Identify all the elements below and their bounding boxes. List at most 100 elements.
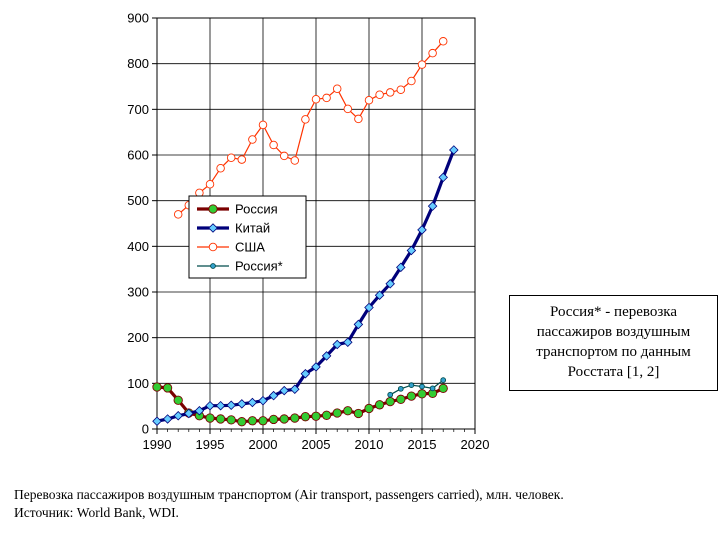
note-line: Росстата [1, 2] bbox=[567, 364, 660, 380]
data-point bbox=[269, 140, 278, 150]
x-tick-label: 2020 bbox=[461, 437, 490, 452]
data-point bbox=[205, 413, 215, 423]
data-point bbox=[322, 93, 331, 103]
x-tick-label: 2015 bbox=[408, 437, 437, 452]
series-line bbox=[156, 385, 444, 424]
data-point bbox=[152, 416, 162, 427]
data-point bbox=[417, 389, 427, 399]
legend-item: Россия bbox=[197, 202, 278, 217]
data-point bbox=[279, 385, 289, 396]
data-point bbox=[427, 201, 438, 211]
y-tick-label: 600 bbox=[127, 148, 149, 163]
data-point bbox=[279, 151, 289, 161]
data-point bbox=[343, 337, 353, 347]
legend-label: Россия bbox=[235, 202, 278, 217]
data-point bbox=[332, 408, 342, 418]
data-point bbox=[226, 153, 236, 162]
data-point bbox=[385, 279, 395, 289]
y-tick-label: 0 bbox=[142, 422, 149, 437]
data-point bbox=[364, 403, 374, 414]
data-point bbox=[258, 416, 268, 426]
chart: 0 100 200 300 400 500 600 700 800 900 1990 1995 2000… bbox=[127, 11, 489, 453]
data-point bbox=[216, 163, 225, 173]
data-point bbox=[300, 368, 311, 379]
data-point bbox=[374, 400, 385, 410]
data-point bbox=[374, 290, 385, 300]
data-point bbox=[343, 104, 353, 114]
data-point bbox=[428, 48, 437, 58]
y-tick-label: 500 bbox=[127, 193, 149, 208]
data-point bbox=[364, 302, 374, 313]
data-point bbox=[215, 414, 226, 424]
data-point bbox=[375, 90, 384, 99]
source-line: Источник: World Bank, WDI. bbox=[14, 505, 179, 520]
data-point bbox=[290, 384, 300, 395]
data-point bbox=[184, 408, 194, 419]
data-point bbox=[247, 416, 258, 426]
legend-label: США bbox=[235, 240, 265, 255]
legend-label: Россия* bbox=[235, 259, 283, 274]
series-russia-rosstat bbox=[387, 377, 447, 398]
y-tick-label: 900 bbox=[127, 11, 149, 26]
legend-swatch-marker bbox=[210, 263, 216, 269]
data-point bbox=[449, 145, 459, 155]
data-point bbox=[268, 414, 279, 425]
data-point bbox=[205, 179, 215, 189]
legend-item: Россия* bbox=[197, 259, 283, 274]
figure-caption: Перевозка пассажиров воздушным транспорт… bbox=[14, 486, 714, 522]
y-tick-label: 100 bbox=[127, 376, 149, 391]
chart-series bbox=[152, 37, 459, 427]
data-point bbox=[429, 385, 436, 392]
data-point bbox=[247, 397, 258, 408]
data-point bbox=[290, 413, 300, 423]
y-tick-label: 700 bbox=[127, 102, 149, 117]
data-point bbox=[353, 319, 364, 330]
data-point bbox=[301, 115, 310, 124]
y-tick-label: 400 bbox=[127, 239, 149, 254]
y-tick-label: 200 bbox=[127, 330, 149, 345]
legend-label: Китай bbox=[235, 221, 270, 236]
data-point bbox=[406, 245, 417, 256]
data-point bbox=[311, 411, 321, 421]
data-point bbox=[237, 399, 247, 409]
data-point bbox=[396, 262, 406, 273]
data-point bbox=[407, 76, 416, 86]
chart-tick-labels: 0 100 200 300 400 500 600 700 800 900 1990 1995 2000… bbox=[127, 11, 489, 453]
data-point bbox=[248, 135, 257, 144]
chart-legend: Россия Китай США Россия* bbox=[188, 195, 307, 279]
caption-line: Перевозка пассажиров воздушным транспорт… bbox=[14, 487, 564, 502]
data-point bbox=[417, 60, 427, 69]
data-point bbox=[162, 383, 173, 393]
data-point bbox=[311, 362, 321, 372]
x-tick-label: 1995 bbox=[196, 437, 225, 452]
data-point bbox=[354, 114, 363, 124]
data-point bbox=[353, 408, 364, 419]
data-point bbox=[396, 85, 406, 94]
data-point bbox=[173, 410, 183, 421]
data-point bbox=[385, 88, 395, 97]
data-point bbox=[226, 400, 236, 411]
data-point bbox=[385, 396, 395, 407]
data-point bbox=[438, 172, 448, 183]
series-china bbox=[152, 145, 459, 427]
note-line: пассажиров воздушным bbox=[536, 324, 691, 340]
legend-item: США bbox=[197, 240, 265, 255]
y-tick-label: 300 bbox=[127, 285, 149, 300]
x-tick-label: 2005 bbox=[302, 437, 331, 452]
data-point bbox=[215, 400, 226, 411]
data-point bbox=[237, 417, 247, 427]
data-point bbox=[438, 37, 448, 46]
data-point bbox=[387, 391, 394, 398]
data-point bbox=[173, 395, 183, 405]
legend-swatch-marker bbox=[208, 204, 218, 214]
data-point bbox=[152, 382, 162, 392]
data-point bbox=[406, 391, 417, 401]
data-point bbox=[440, 377, 447, 383]
x-tick-label: 2000 bbox=[249, 437, 278, 452]
data-point bbox=[205, 400, 215, 411]
data-point bbox=[194, 405, 205, 416]
x-tick-label: 2010 bbox=[355, 437, 384, 452]
note-line: транспортом по данным bbox=[536, 344, 691, 360]
legend-item: Китай bbox=[197, 221, 270, 236]
data-point bbox=[321, 410, 332, 420]
